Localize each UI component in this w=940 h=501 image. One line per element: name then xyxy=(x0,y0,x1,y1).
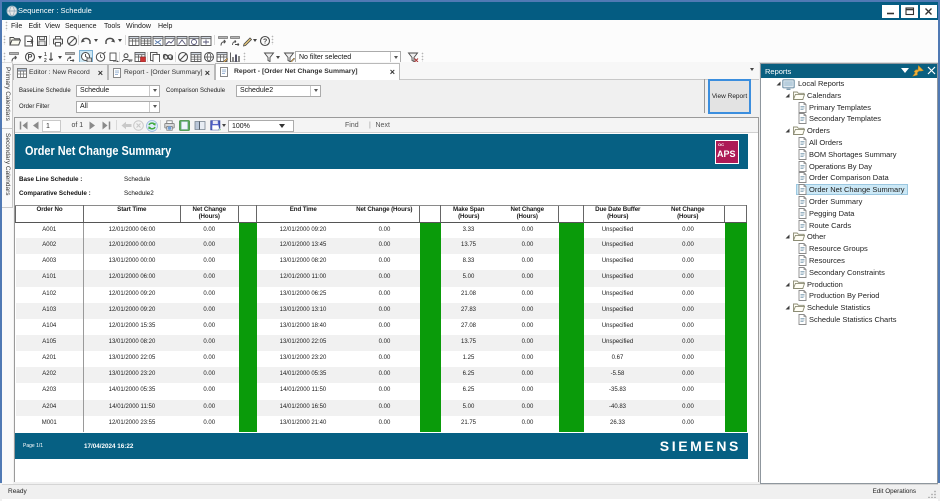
svg-text:?: ? xyxy=(263,38,267,45)
svg-text:2: 2 xyxy=(44,58,47,63)
svg-text:1: 1 xyxy=(44,52,47,58)
